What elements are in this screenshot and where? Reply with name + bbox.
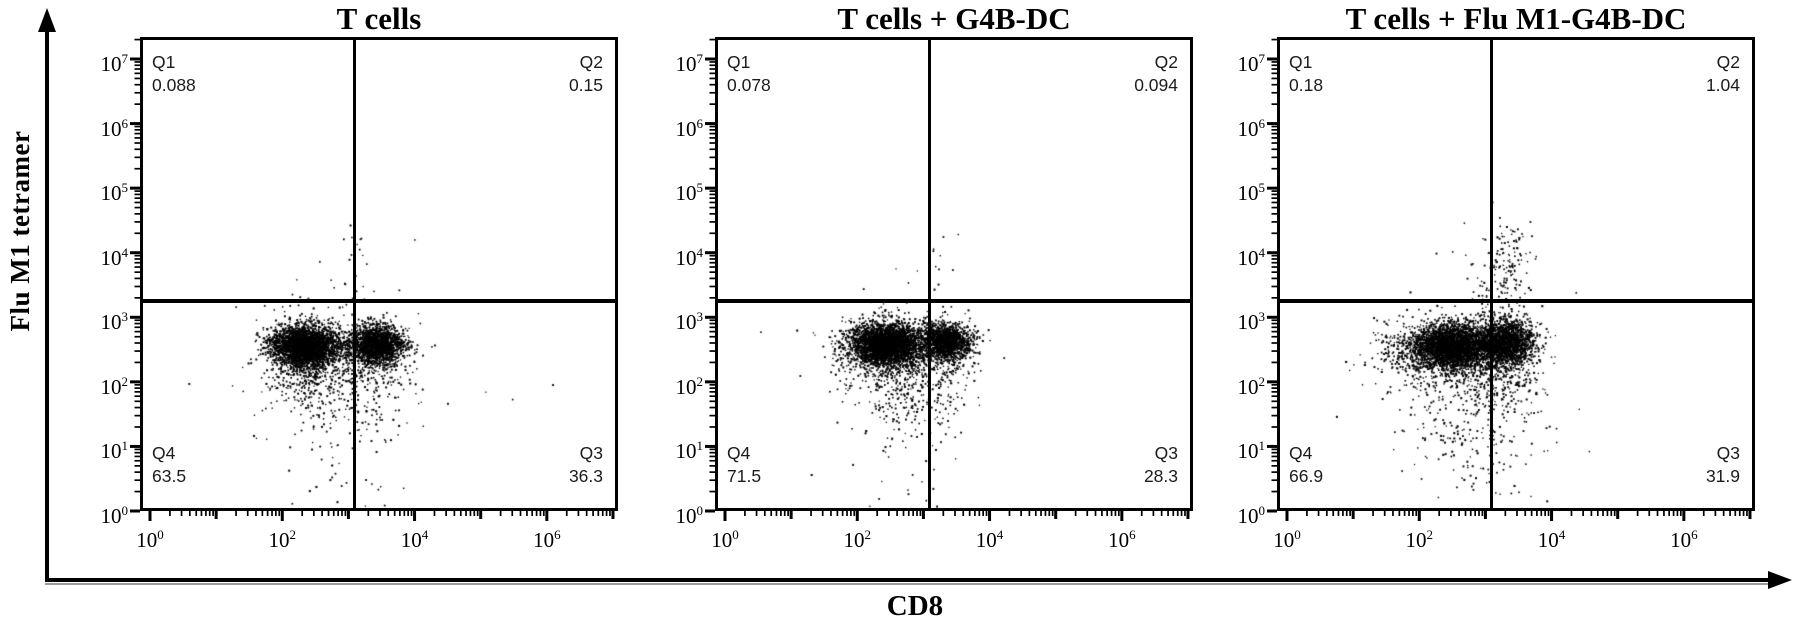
y-tick-label: 101 <box>100 438 128 464</box>
y-tick-label: 106 <box>100 115 128 141</box>
horizontal-gate-line <box>143 299 615 303</box>
quadrant-q3-value: 28.3 <box>1143 466 1178 486</box>
y-tick-label: 100 <box>675 503 703 528</box>
quadrant-q2-value: 0.094 <box>1134 75 1178 95</box>
quadrant-q3-label: Q3 <box>1154 443 1178 463</box>
y-tick-label: 100 <box>100 503 128 528</box>
quadrant-q2: Q2 0.094 <box>1134 51 1178 97</box>
y-tick-label: 101 <box>675 438 703 464</box>
y-tick-label: 106 <box>1237 115 1265 141</box>
panel-t-cells: T cells Q1 0.088 Q2 0.15 Q4 63.5 Q3 36.3… <box>100 0 618 575</box>
axis-ticks <box>1267 38 1752 521</box>
quadrant-q3-value: 31.9 <box>1705 466 1740 486</box>
y-tick-label: 102 <box>100 373 128 399</box>
plot-box: Q1 0.18 Q2 1.04 Q4 66.9 Q3 31.9 <box>1277 37 1755 511</box>
y-tick-label: 105 <box>1237 180 1265 206</box>
quadrant-q4: Q4 66.9 <box>1289 442 1323 488</box>
quadrant-q1-value: 0.078 <box>727 75 771 95</box>
quadrant-q1: Q1 0.18 <box>1289 51 1323 97</box>
quadrant-q4: Q4 71.5 <box>727 442 761 488</box>
x-tick-label: 104 <box>975 527 1004 552</box>
y-tick-label: 106 <box>675 115 703 141</box>
x-tick-label: 104 <box>400 527 429 552</box>
y-axis-arrow <box>38 8 56 582</box>
y-tick-label: 107 <box>100 51 128 76</box>
quadrant-q2-value: 0.15 <box>568 75 603 95</box>
y-tick-label: 107 <box>675 51 703 76</box>
x-axis-arrow <box>45 571 1792 589</box>
plot-box: Q1 0.078 Q2 0.094 Q4 71.5 Q3 28.3 <box>715 37 1193 511</box>
y-tick-label: 104 <box>100 244 128 270</box>
quadrant-q4-label: Q4 <box>727 443 751 463</box>
panel-title: T cells <box>336 1 422 36</box>
x-tick-label: 102 <box>1405 527 1434 552</box>
quadrant-q4-value: 71.5 <box>727 466 762 486</box>
dot-plot-canvas <box>1280 40 1752 508</box>
y-tick-label: 102 <box>1237 373 1265 399</box>
dot-plot-canvas <box>718 40 1190 508</box>
axis-ticks <box>705 38 1190 521</box>
y-tick-label: 103 <box>675 309 703 335</box>
quadrant-q4-label: Q4 <box>152 443 176 463</box>
quadrant-q2: Q2 0.15 <box>569 51 603 97</box>
x-tick-label: 106 <box>1670 527 1698 552</box>
quadrant-q3-value: 36.3 <box>568 466 603 486</box>
quadrant-q1-value: 0.088 <box>152 75 196 95</box>
y-tick-label: 104 <box>1237 244 1265 270</box>
x-tick-label: 106 <box>533 527 561 552</box>
panel-t-cells-flu-m1-g4b-dc: T cells + Flu M1-G4B-DC Q1 0.18 Q2 1.04 … <box>1237 0 1755 575</box>
panel-title: T cells + G4B-DC <box>837 1 1071 36</box>
y-tick-label: 101 <box>1237 438 1265 464</box>
y-tick-label: 103 <box>1237 309 1265 335</box>
quadrant-q3-label: Q3 <box>1716 443 1740 463</box>
y-tick-label: 107 <box>1237 51 1265 76</box>
panel-t-cells-g4b-dc: T cells + G4B-DC Q1 0.078 Q2 0.094 Q4 71… <box>675 0 1193 575</box>
quadrant-q1-label: Q1 <box>727 52 751 72</box>
axis-ticks <box>130 38 615 521</box>
quadrant-q1-label: Q1 <box>152 52 176 72</box>
y-tick-label: 105 <box>675 180 703 206</box>
x-tick-label: 100 <box>136 527 164 552</box>
quadrant-q3: Q3 31.9 <box>1706 442 1740 488</box>
y-tick-label: 105 <box>100 180 128 206</box>
y-axis-label: Flu M1 tetramer <box>5 130 35 332</box>
quadrant-q2-label: Q2 <box>1154 52 1178 72</box>
x-tick-label: 106 <box>1108 527 1136 552</box>
quadrant-q1-value: 0.18 <box>1289 75 1324 95</box>
quadrant-q1: Q1 0.078 <box>727 51 771 97</box>
quadrant-q1-label: Q1 <box>1289 52 1313 72</box>
quadrant-q2-label: Q2 <box>579 52 603 72</box>
y-tick-label: 104 <box>675 244 703 270</box>
x-tick-label: 102 <box>268 527 297 552</box>
x-tick-label: 100 <box>1273 527 1301 552</box>
quadrant-q2: Q2 1.04 <box>1706 51 1740 97</box>
y-tick-label: 102 <box>675 373 703 399</box>
vertical-gate-line <box>353 40 356 508</box>
y-tick-label: 100 <box>1237 503 1265 528</box>
quadrant-q4-value: 66.9 <box>1289 466 1324 486</box>
x-tick-label: 104 <box>1537 527 1566 552</box>
x-tick-label: 100 <box>711 527 739 552</box>
quadrant-q2-value: 1.04 <box>1705 75 1740 95</box>
quadrant-q3-label: Q3 <box>579 443 603 463</box>
x-axis-label: CD8 <box>886 590 944 622</box>
plot-box: Q1 0.088 Q2 0.15 Q4 63.5 Q3 36.3 <box>140 37 618 511</box>
y-tick-label: 103 <box>100 309 128 335</box>
quadrant-q3: Q3 28.3 <box>1144 442 1178 488</box>
quadrant-q1: Q1 0.088 <box>152 51 196 97</box>
quadrant-q3: Q3 36.3 <box>569 442 603 488</box>
vertical-gate-line <box>928 40 931 508</box>
quadrant-q4-label: Q4 <box>1289 443 1313 463</box>
quadrant-q4-value: 63.5 <box>152 466 187 486</box>
panel-title: T cells + Flu M1-G4B-DC <box>1345 1 1687 36</box>
horizontal-gate-line <box>1280 299 1752 303</box>
x-tick-label: 102 <box>843 527 872 552</box>
horizontal-gate-line <box>718 299 1190 303</box>
dot-plot-canvas <box>143 40 615 508</box>
quadrant-q2-label: Q2 <box>1716 52 1740 72</box>
quadrant-q4: Q4 63.5 <box>152 442 186 488</box>
vertical-gate-line <box>1490 40 1493 508</box>
